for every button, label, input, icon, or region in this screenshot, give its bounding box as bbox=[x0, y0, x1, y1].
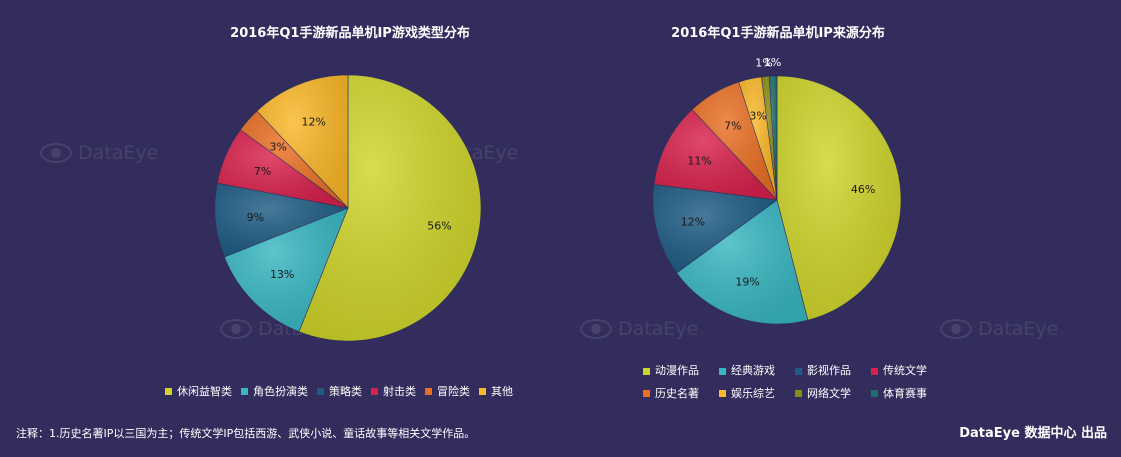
data-label: 7% bbox=[254, 165, 271, 178]
footnote: 注释：1.历史名著IP以三国为主；传统文学IP包括西游、武侠小说、童话故事等相关… bbox=[16, 427, 476, 440]
data-label: 13% bbox=[270, 268, 294, 281]
legend-source-distribution: 动漫作品 经典游戏 影视作品 传统文学历史名著 娱乐综艺 网络文学 体育赛事 bbox=[643, 360, 963, 405]
legend-item: 历史名著 bbox=[643, 383, 715, 405]
chart-title-source-distribution: 2016年Q1手游新品单机IP来源分布 bbox=[671, 26, 885, 41]
data-label: 56% bbox=[427, 219, 451, 232]
legend-label: 娱乐综艺 bbox=[731, 386, 775, 400]
legend-item: 娱乐综艺 bbox=[719, 383, 791, 405]
legend-swatch bbox=[643, 367, 650, 375]
legend-item: 休闲益智类 bbox=[165, 383, 232, 399]
legend-swatch bbox=[871, 390, 878, 397]
legend-item: 角色扮演类 bbox=[241, 383, 308, 399]
watermark: DataEye bbox=[940, 318, 1058, 340]
legend-swatch bbox=[425, 387, 432, 395]
legend-item: 影视作品 bbox=[795, 360, 867, 382]
legend-label: 角色扮演类 bbox=[253, 385, 308, 398]
legend-label: 历史名著 bbox=[655, 386, 699, 400]
legend-swatch bbox=[479, 387, 486, 395]
legend-label: 传统文学 bbox=[883, 364, 927, 377]
eye-logo-icon bbox=[40, 143, 72, 163]
data-label: 3% bbox=[269, 140, 286, 153]
data-label: 12% bbox=[681, 216, 705, 229]
legend-label: 动漫作品 bbox=[655, 364, 699, 377]
pie-chart-source-distribution: 46% 19% 12% 11% 7% 3% 1%1% bbox=[652, 56, 902, 325]
legend-label: 休闲益智类 bbox=[177, 385, 232, 398]
legend-swatch bbox=[643, 390, 650, 397]
legend-swatch bbox=[165, 387, 172, 395]
legend-label: 影视作品 bbox=[807, 364, 851, 377]
legend-swatch bbox=[241, 387, 248, 395]
legend-swatch bbox=[795, 390, 802, 397]
legend-swatch bbox=[719, 367, 726, 375]
legend-swatch bbox=[371, 387, 378, 395]
legend-item: 经典游戏 bbox=[719, 360, 791, 382]
legend-label: 策略类 bbox=[329, 385, 362, 398]
credit-text: DataEye 数据中心 出品 bbox=[959, 426, 1107, 441]
legend-swatch bbox=[795, 367, 802, 375]
watermark: DataEye bbox=[40, 142, 158, 164]
legend-item: 网络文学 bbox=[795, 383, 867, 405]
data-label: 9% bbox=[247, 211, 264, 224]
legend-label: 经典游戏 bbox=[731, 364, 775, 377]
legend-label: 网络文学 bbox=[807, 386, 851, 400]
data-label: 1% bbox=[755, 57, 772, 70]
legend-label: 其他 bbox=[491, 385, 513, 398]
data-label: 11% bbox=[687, 155, 711, 168]
data-label: 1% bbox=[764, 56, 781, 69]
data-label: 7% bbox=[724, 119, 741, 132]
legend-swatch bbox=[719, 390, 726, 397]
legend-item: 传统文学 bbox=[871, 360, 943, 382]
legend-swatch bbox=[871, 367, 878, 375]
eye-logo-icon bbox=[580, 319, 612, 339]
eye-logo-icon bbox=[940, 319, 972, 339]
legend-item: 其他 bbox=[479, 383, 513, 399]
legend-type-distribution: 休闲益智类 角色扮演类 策略类 射击类 冒险类 其他 bbox=[165, 383, 565, 399]
chart-title-type-distribution: 2016年Q1手游新品单机IP游戏类型分布 bbox=[230, 26, 470, 41]
legend-label: 体育赛事 bbox=[883, 386, 927, 400]
legend-item: 动漫作品 bbox=[643, 360, 715, 382]
legend-item: 冒险类 bbox=[425, 383, 470, 399]
legend-swatch bbox=[317, 387, 324, 395]
legend-item: 策略类 bbox=[317, 383, 362, 399]
legend-label: 射击类 bbox=[383, 385, 416, 398]
data-label: 19% bbox=[735, 276, 759, 289]
legend-item: 射击类 bbox=[371, 383, 416, 399]
data-label: 12% bbox=[302, 115, 326, 128]
data-label: 3% bbox=[749, 109, 766, 122]
legend-label: 冒险类 bbox=[437, 385, 470, 398]
legend-item: 体育赛事 bbox=[871, 383, 943, 405]
pie-chart-type-distribution: 56% 13% 9% 7% 3% 12% bbox=[214, 74, 482, 342]
data-label: 46% bbox=[851, 183, 875, 196]
